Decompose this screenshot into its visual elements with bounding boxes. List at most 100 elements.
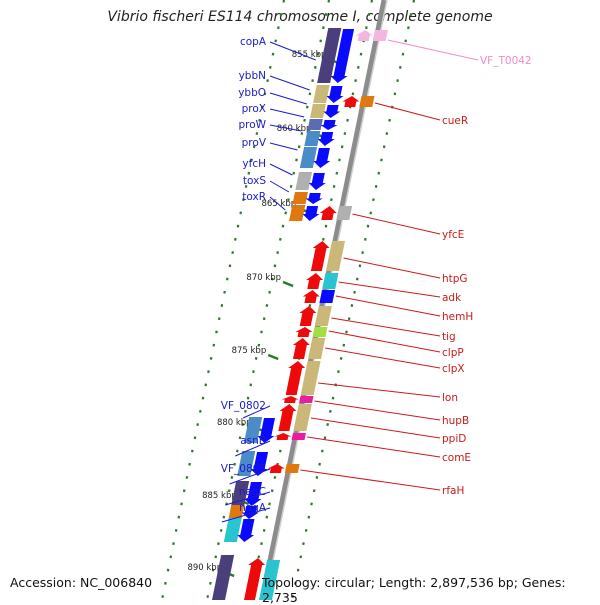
gene-label: adk bbox=[442, 292, 462, 304]
gene-label-leader bbox=[335, 295, 441, 317]
gene-label-leader bbox=[307, 436, 441, 458]
gene-cog-block bbox=[295, 172, 313, 190]
gene-cog-block bbox=[372, 30, 388, 41]
gene-cog-block bbox=[259, 560, 281, 600]
gene-label-leader bbox=[269, 41, 316, 61]
gene-cog-block bbox=[223, 518, 242, 542]
gene-cog-block bbox=[317, 28, 342, 83]
gene-label-leader bbox=[242, 405, 271, 419]
gene-label-leader bbox=[374, 102, 441, 121]
gene-cog-block bbox=[322, 273, 339, 289]
gene-forward-arrow bbox=[302, 206, 320, 221]
gene-reverse-arrow bbox=[274, 433, 292, 440]
gene-reverse-arrow bbox=[295, 327, 313, 337]
gene-reverse-arrow bbox=[302, 290, 320, 303]
gene-reverse-arrow bbox=[355, 30, 373, 41]
scale-tick-label: 860 kbp bbox=[277, 124, 312, 134]
gene-cog-block bbox=[289, 205, 306, 221]
gene-reverse-arrow bbox=[306, 273, 324, 289]
gene-forward-arrow bbox=[326, 86, 344, 103]
gene-cog-block bbox=[313, 85, 330, 103]
gene-label-leader bbox=[229, 468, 271, 485]
gene-label-leader bbox=[221, 507, 271, 523]
gene-reverse-arrow bbox=[285, 361, 306, 395]
gene-cog-block bbox=[314, 306, 332, 326]
gene-forward-arrow bbox=[330, 29, 355, 83]
gene-label-leader bbox=[269, 180, 290, 193]
gene-cog-block bbox=[284, 464, 300, 473]
gene-forward-arrow bbox=[323, 105, 341, 118]
gene-label-leader bbox=[269, 124, 302, 132]
gene-label: rfaH bbox=[442, 485, 464, 497]
gene-label: nagA bbox=[239, 502, 267, 514]
gene-cog-block bbox=[310, 104, 326, 118]
figure-title: Vibrio fischeri ES114 chromosome I, comp… bbox=[107, 9, 493, 25]
gene-reverse-arrow bbox=[292, 338, 310, 359]
genome-summary-text: Topology: circular; Length: 2,897,536 bp… bbox=[262, 575, 566, 605]
gene-reverse-arrow bbox=[278, 404, 297, 431]
gene-label: cueR bbox=[442, 115, 468, 127]
gene-cog-block bbox=[228, 505, 245, 519]
gene-forward-arrow bbox=[313, 148, 331, 168]
scale-tick-label: 855 kbp bbox=[292, 50, 327, 60]
gene-label-leader bbox=[328, 330, 441, 353]
gene-cog-block bbox=[304, 131, 321, 146]
gene-cog-block bbox=[307, 119, 323, 130]
gene-cog-block bbox=[299, 396, 314, 403]
gene-reverse-arrow bbox=[281, 396, 299, 403]
gene-label-leader bbox=[225, 491, 271, 506]
gene-cog-block bbox=[237, 451, 256, 476]
gene-label-leader bbox=[314, 400, 441, 421]
gene-forward-arrow bbox=[320, 120, 338, 130]
gene-reverse-arrow bbox=[319, 206, 337, 220]
gene-reverse-arrow bbox=[244, 558, 266, 600]
gene-forward-arrow bbox=[250, 452, 269, 476]
gene-label: ppiD bbox=[442, 433, 466, 445]
gene-label: htpG bbox=[442, 273, 468, 285]
gene-label: nagC bbox=[239, 486, 266, 498]
gene-label-leader bbox=[387, 39, 479, 61]
scale-tick bbox=[267, 353, 279, 361]
gene-forward-arrow bbox=[257, 418, 276, 443]
gene-label-leader bbox=[338, 281, 441, 298]
gene-forward-arrow bbox=[317, 132, 335, 146]
gene-forward-arrow bbox=[237, 519, 255, 542]
gene-label-leader bbox=[269, 142, 298, 151]
gene-label-leader bbox=[269, 92, 307, 105]
gene-label: yfcE bbox=[442, 229, 464, 241]
gene-label: VF_T0042 bbox=[480, 55, 532, 67]
gene-label-leader bbox=[352, 213, 441, 235]
gene-label-leader bbox=[343, 257, 441, 279]
scale-tick-label: 875 kbp bbox=[232, 346, 267, 356]
gene-reverse-arrow bbox=[267, 464, 285, 473]
gene-cog-block bbox=[359, 96, 375, 107]
gene-cog-block bbox=[308, 338, 326, 359]
gene-label: copA bbox=[240, 36, 267, 48]
gene-label: lon bbox=[442, 392, 458, 404]
gene-cog-block bbox=[292, 192, 308, 204]
gene-cog-block bbox=[312, 327, 328, 337]
gene-label: toxR bbox=[242, 191, 266, 203]
gene-reverse-arrow bbox=[310, 241, 330, 271]
gene-cog-block bbox=[212, 555, 235, 600]
gene-reverse-arrow bbox=[299, 306, 317, 326]
gene-label: proV bbox=[242, 137, 267, 149]
gene-label: asnB bbox=[240, 435, 266, 447]
gene-label-leader bbox=[269, 163, 293, 176]
gene-forward-arrow bbox=[305, 193, 323, 204]
gene-label-leader bbox=[269, 196, 286, 211]
gene-label: VF_0805 bbox=[221, 463, 266, 475]
gene-label: yfcH bbox=[242, 158, 266, 170]
gene-label-leader bbox=[269, 75, 310, 91]
gene-label-leader bbox=[235, 440, 271, 457]
scale-tick-label: 870 kbp bbox=[246, 273, 281, 283]
gene-label: clpX bbox=[442, 363, 465, 375]
gene-label: ybbO bbox=[238, 87, 266, 99]
gene-cog-block bbox=[336, 206, 353, 220]
scale-tick-label: 880 kbp bbox=[217, 418, 252, 428]
gene-label-leader bbox=[300, 469, 441, 491]
gene-label: toxS bbox=[243, 175, 266, 187]
gene-reverse-arrow bbox=[342, 96, 360, 107]
